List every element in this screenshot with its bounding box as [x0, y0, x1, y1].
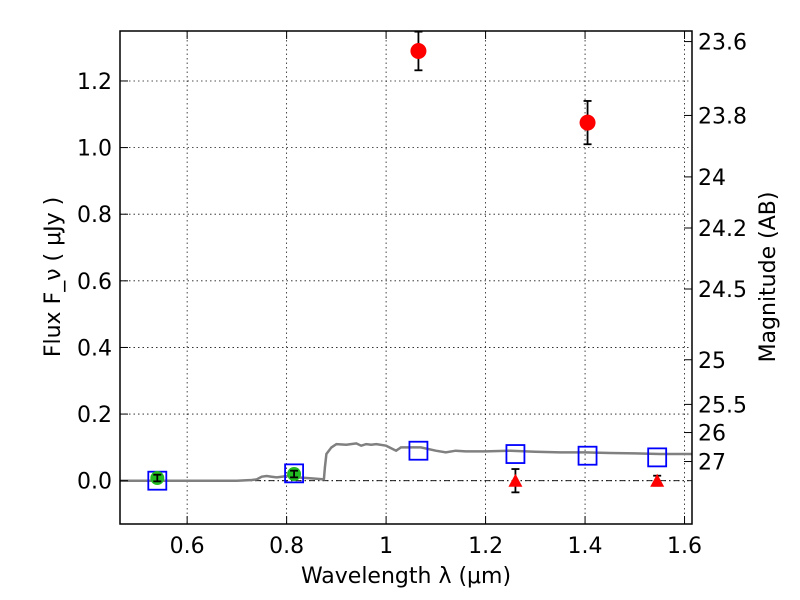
detection-point: [410, 42, 427, 59]
x-tick-label: 1.4: [568, 534, 603, 559]
right-tick-label: 24.2: [698, 217, 747, 242]
right-tick-labels: 23.6 23.8 24 24.2 24.5 25 25.5 26 27: [698, 31, 747, 476]
y-tick-labels: 0.0 0.2 0.4 0.6 0.8 1.0 1.2: [77, 70, 112, 495]
model-flux-square: [505, 444, 526, 464]
right-tick-label: 24: [698, 166, 726, 191]
right-tick-label: 24.5: [698, 278, 747, 303]
model-flux-square: [284, 463, 304, 484]
model-flux-square: [577, 445, 598, 466]
model-sed: [120, 442, 692, 482]
detection-point: [579, 114, 596, 131]
right-axis-title: Magnitude (AB): [756, 192, 781, 363]
right-tick-label: 26: [698, 422, 726, 447]
axis-ticks: [120, 31, 692, 524]
x-tick-label: 0.6: [170, 534, 205, 559]
y-tick-label: 0.2: [77, 403, 112, 428]
right-tick-label: 25: [698, 349, 726, 374]
right-tick-label: 23.8: [698, 104, 747, 129]
model-flux-square: [408, 440, 429, 461]
x-tick-label: 1.2: [468, 534, 503, 559]
right-tick-label: 25.5: [698, 393, 747, 418]
upper-limit-triangle: [650, 473, 665, 487]
model-flux-square: [647, 447, 668, 468]
y-tick-label: 0.4: [77, 336, 112, 361]
x-tick-labels: 0.6 0.8 1 1.2 1.4 1.6: [170, 534, 702, 559]
x-tick-label: 1.6: [667, 534, 702, 559]
y-tick-label: 0.6: [77, 270, 112, 295]
y-axis-title: Flux F_ν ( μJy ): [41, 197, 66, 357]
model-sed-curve: [120, 442, 692, 482]
plot-frame: [119, 30, 693, 525]
right-tick-label: 23.6: [698, 31, 747, 56]
y-tick-label: 0.0: [77, 470, 112, 495]
x-tick-label: 1: [379, 534, 393, 559]
model-flux-squares: [147, 440, 668, 491]
data-points: [150, 30, 665, 494]
x-axis-title: Wavelength λ (μm): [301, 564, 511, 589]
grid: [120, 31, 692, 524]
right-tick-label: 27: [698, 451, 726, 476]
y-tick-label: 1.2: [77, 70, 112, 95]
y-tick-label: 1.0: [77, 137, 112, 162]
x-tick-label: 0.8: [269, 534, 304, 559]
y-tick-label: 0.8: [77, 203, 112, 228]
upper-limit-triangle: [508, 473, 523, 487]
